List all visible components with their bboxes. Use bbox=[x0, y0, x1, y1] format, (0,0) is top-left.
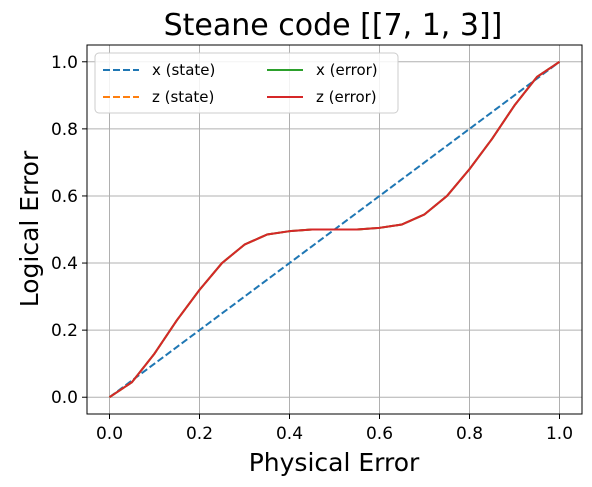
y-axis-label: Logical Error bbox=[15, 150, 44, 307]
legend-label: z (state) bbox=[152, 88, 214, 106]
axis-ticks: 0.0 0.2 0.4 0.6 0.8 1.0 0.0 0.2 0.4 0.6 0.8 1.0 bbox=[51, 53, 573, 444]
legend: x (state) z (state) x (error) z (error) bbox=[94, 52, 399, 114]
legend-box bbox=[94, 52, 399, 114]
x-tick-label: 0.2 bbox=[186, 424, 213, 444]
legend-label: z (error) bbox=[316, 88, 377, 106]
x-tick-label: 0.8 bbox=[456, 424, 483, 444]
y-tick-label: 1.0 bbox=[51, 53, 78, 73]
x-tick-label: 0.4 bbox=[276, 424, 303, 444]
x-tick-label: 0.0 bbox=[96, 424, 123, 444]
plot-lines bbox=[108, 60, 561, 399]
x-tick-label: 1.0 bbox=[546, 424, 573, 444]
series-line-z-error bbox=[108, 60, 561, 399]
x-axis-label: Physical Error bbox=[249, 448, 420, 477]
legend-label: x (state) bbox=[152, 61, 215, 79]
chart-title: Steane code [[7, 1, 3]] bbox=[164, 8, 503, 43]
legend-label: x (error) bbox=[316, 61, 378, 79]
y-tick-label: 0.2 bbox=[51, 321, 78, 341]
x-tick-label: 0.6 bbox=[366, 424, 393, 444]
y-tick-label: 0.4 bbox=[51, 254, 78, 274]
y-tick-label: 0.8 bbox=[51, 120, 78, 140]
y-tick-label: 0.0 bbox=[51, 388, 78, 408]
y-tick-label: 0.6 bbox=[51, 187, 78, 207]
plot-frame bbox=[86, 44, 583, 415]
